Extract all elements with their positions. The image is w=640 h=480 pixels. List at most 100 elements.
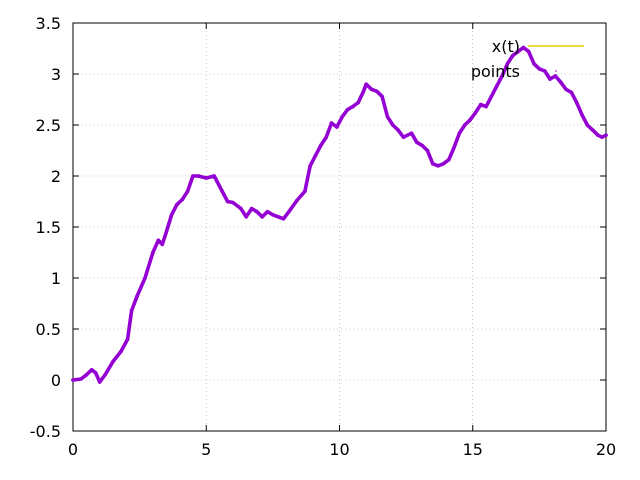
data-point [79,377,83,381]
data-point [93,371,98,375]
data-point [447,157,451,162]
data-point [220,189,224,194]
data-point [303,189,307,194]
data-point [151,250,155,255]
y-tick-label: 3 [51,65,61,84]
data-point [239,206,243,211]
data-point [375,89,379,94]
y-tick-label: -0.5 [30,422,61,441]
data-point [260,215,265,219]
data-point [276,215,281,219]
y-tick-label: 1.5 [36,218,61,237]
data-point [553,74,558,78]
data-point [313,153,318,158]
x-tick-label: 0 [68,440,78,459]
legend-label-xt: x(t) [492,37,520,56]
data-point [281,217,286,221]
data-point [510,53,515,58]
data-point [526,49,531,54]
y-tick-label: 3.5 [36,14,61,33]
x-tick-label: 15 [463,440,483,459]
data-point [558,80,563,84]
legend: x(t) points [471,37,584,81]
data-point [329,121,334,125]
data-point [271,213,275,217]
data-point [396,128,400,132]
data-point [441,162,446,166]
data-point [452,145,456,150]
data-point [457,131,462,135]
data-point [255,209,259,214]
legend-label-points: points [471,62,520,81]
data-point [380,94,384,99]
data-point [319,143,323,148]
data-point [180,197,185,202]
data-point [356,100,361,105]
legend-swatch-points [555,70,557,72]
data-point [500,74,504,78]
y-tick-label: 0.5 [36,320,61,339]
data-point [160,242,165,247]
data-point [225,199,230,204]
data-point [340,115,345,119]
data-point [71,378,75,382]
data-point [401,135,406,139]
data-point [287,209,291,214]
data-point [212,174,216,178]
y-tick-label: 2 [51,167,61,186]
data-point [231,200,235,205]
data-point [542,69,547,73]
data-point [204,176,209,180]
data-point [345,107,350,112]
data-point [369,87,374,92]
x-tick-label: 10 [329,440,349,459]
data-point [548,77,552,81]
grid-layer [73,23,606,431]
data-point [420,143,424,148]
data-point [478,102,483,107]
data-point [364,82,369,86]
data-point [143,276,147,280]
data-point [156,238,161,243]
data-point [97,380,102,384]
data-point [324,135,329,139]
data-point [425,148,430,153]
data-point [494,84,499,88]
data-point [596,133,600,137]
data-point [590,128,595,132]
data-point [468,118,472,122]
data-point [129,308,134,313]
data-point [580,113,584,117]
data-point [574,100,579,105]
data-point [484,104,488,109]
data-point [265,209,270,214]
data-point [521,45,526,50]
data-point [249,206,254,211]
data-point [600,135,604,139]
data-point [164,230,169,234]
data-point [585,123,590,127]
data-point [84,373,89,377]
data-point [175,202,179,207]
data-point [569,90,574,95]
data-point [191,174,195,178]
y-tick-label: 1 [51,269,61,288]
data-point [295,198,299,203]
data-point [196,174,201,178]
y-tick-label: 0 [51,371,61,390]
data-point [335,125,339,129]
data-point [489,94,494,99]
x-tick-label: 20 [596,440,616,459]
y-tick-label: 2.5 [36,116,61,135]
data-point [385,115,390,119]
data-point [604,133,608,137]
data-point [244,215,248,219]
data-point [351,104,355,109]
data-point [415,140,419,145]
data-point [111,359,115,364]
data-point [431,162,435,166]
data-point [564,87,568,92]
data-point [135,294,139,299]
data-point [169,213,174,217]
